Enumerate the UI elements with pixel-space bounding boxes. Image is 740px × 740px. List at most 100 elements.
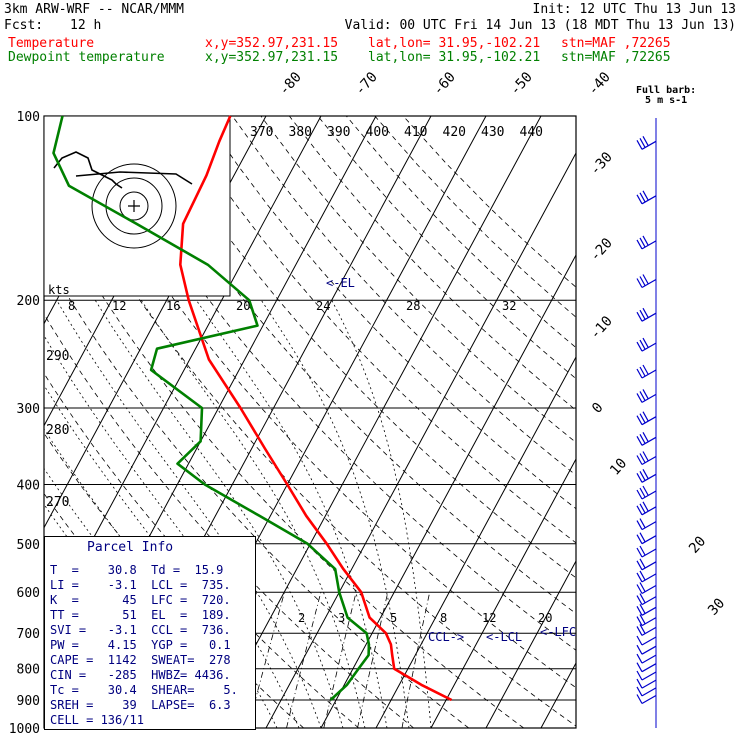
dewpoint-profile — [52, 115, 371, 701]
wind-barb — [636, 469, 657, 483]
pressure-tick-label: 300 — [17, 402, 40, 417]
theta-label: 430 — [481, 125, 504, 140]
forecast-label: Fcst: — [4, 18, 44, 33]
parcel-info-title: Parcel Info — [87, 540, 174, 555]
isotherm-label: -40 — [585, 69, 614, 99]
theta-label: 370 — [250, 125, 273, 140]
hodograph-center — [128, 200, 140, 212]
isotherm-label: -20 — [587, 235, 616, 265]
hodograph-ring-label: 24 — [316, 299, 330, 313]
dry-adiabat-line — [44, 136, 576, 727]
moist-adiabat-line — [260, 299, 410, 728]
wind-barb — [636, 235, 657, 250]
wind-barb — [636, 582, 657, 595]
isotherm-line — [430, 458, 576, 728]
dewpoint-xy: x,y=352.97,231.15 — [205, 50, 339, 65]
parcel-info-row: LI = -3.1 LCL = 735. — [50, 578, 231, 592]
dry-adiabat-line — [232, 116, 576, 476]
wind-barbs — [636, 118, 657, 728]
isotherm-label: -60 — [430, 69, 459, 99]
wind-barb — [636, 686, 657, 697]
dry-adiabat-line — [288, 116, 576, 411]
wind-barb — [636, 532, 657, 545]
wind-barb — [636, 694, 657, 705]
wind-barb — [636, 635, 657, 646]
isotherm-line — [210, 116, 542, 728]
parcel-info-row: T = 30.8 Td = 15.9 — [50, 563, 224, 577]
hodograph-trace — [53, 151, 193, 189]
temperature-profile — [179, 115, 453, 702]
dewpoint-station: stn=MAF ,72265 — [561, 50, 671, 65]
wind-barb — [636, 432, 657, 446]
theta-label: 410 — [404, 125, 427, 140]
moist-adiabat-line — [195, 299, 388, 728]
dewpoint-legend: Dewpoint temperature — [8, 50, 165, 65]
theta-label: 290 — [46, 349, 69, 364]
isotherm-label: -50 — [507, 69, 536, 99]
forecast-hour: 12 h — [70, 18, 102, 33]
theta-label: 440 — [520, 125, 543, 140]
wind-barb — [636, 485, 657, 500]
temperature-station: stn=MAF ,72265 — [561, 36, 671, 51]
isotherm-label: 30 — [705, 595, 728, 618]
mixing-ratio-line — [357, 592, 389, 728]
wind-barb — [636, 678, 657, 689]
init-time: Init: 12 UTC Thu 13 Jun 13 — [532, 2, 737, 17]
wind-barb — [636, 593, 657, 606]
hodograph-ring — [119, 191, 149, 221]
hodograph-ring-label: 20 — [236, 299, 250, 313]
wind-barb — [636, 364, 657, 379]
wind-barb — [636, 662, 657, 673]
dry-adiabat-line — [203, 116, 576, 510]
wind-barb — [636, 307, 657, 322]
sounding-profiles — [52, 115, 453, 702]
hodograph-ring-label: 28 — [406, 299, 420, 313]
isotherm-line — [320, 254, 576, 728]
mixing-ratio-label: 5 — [390, 611, 397, 625]
mixing-ratio-label: 20 — [538, 611, 552, 625]
isotherm-line — [485, 560, 576, 728]
parcel-info-rows: T = 30.8 Td = 15.9 LI = -3.1 LCL = 735. K … — [50, 563, 238, 728]
parcel-info-row: CAPE = 1142 SWEAT= 278 — [50, 653, 231, 667]
barb-legend: Full barb: 5 m s-1 — [636, 86, 696, 106]
theta-label: 270 — [46, 495, 69, 510]
hodograph: kts — [43, 115, 231, 297]
theta-label: 380 — [289, 125, 312, 140]
hodograph-ring-label: 12 — [112, 299, 126, 313]
pressure-tick-label: 700 — [17, 627, 40, 642]
wind-barb — [636, 451, 657, 466]
lcl-label: <-LCL — [486, 630, 522, 644]
temperature-latlon: lat,lon= 31.95,-102.21 — [368, 36, 541, 51]
parcel-info-row: CIN = -285 HWBZ= 4436. — [50, 668, 231, 682]
mixing-ratio-label: 2 — [298, 611, 305, 625]
dry-adiabat-line — [146, 116, 576, 579]
pressure-tick-label: 400 — [17, 478, 40, 493]
barb-legend-unit: 5 m s-1 — [645, 95, 688, 106]
dry-adiabat-line — [44, 432, 304, 728]
wind-barb — [636, 190, 657, 205]
pressure-tick-label: 600 — [17, 586, 40, 601]
isotherm-label: 20 — [686, 533, 709, 556]
mixing-ratio-line — [401, 592, 431, 728]
isotherm-label: -10 — [587, 313, 616, 343]
wind-barb — [636, 518, 657, 531]
wind-barb — [636, 653, 657, 664]
pressure-tick-label: 200 — [17, 294, 40, 309]
wind-barb — [636, 604, 657, 616]
parcel-info-row: PW = 4.15 YGP = 0.1 — [50, 638, 231, 652]
pressure-tick-label: 1000 — [9, 722, 40, 737]
mixing-ratio-label: 8 — [440, 611, 447, 625]
model-title: 3km ARW-WRF -- NCAR/MMM — [4, 2, 185, 17]
mixing-ratio-line — [323, 592, 357, 728]
mixing-ratio-label: 3 — [338, 611, 345, 625]
isotherm-label: 0 — [589, 400, 607, 417]
parcel-info-row: Tc = 30.4 SHEAR= 5. — [50, 683, 238, 697]
parcel-info-row: SREH = 39 LAPSE= 6.3 — [50, 698, 231, 712]
isotherm-line — [265, 152, 576, 728]
el-label: <-EL — [326, 276, 355, 290]
theta-label: 400 — [366, 125, 389, 140]
hodograph-ring — [91, 163, 177, 249]
theta-label: 390 — [327, 125, 350, 140]
wind-barb — [636, 501, 657, 516]
